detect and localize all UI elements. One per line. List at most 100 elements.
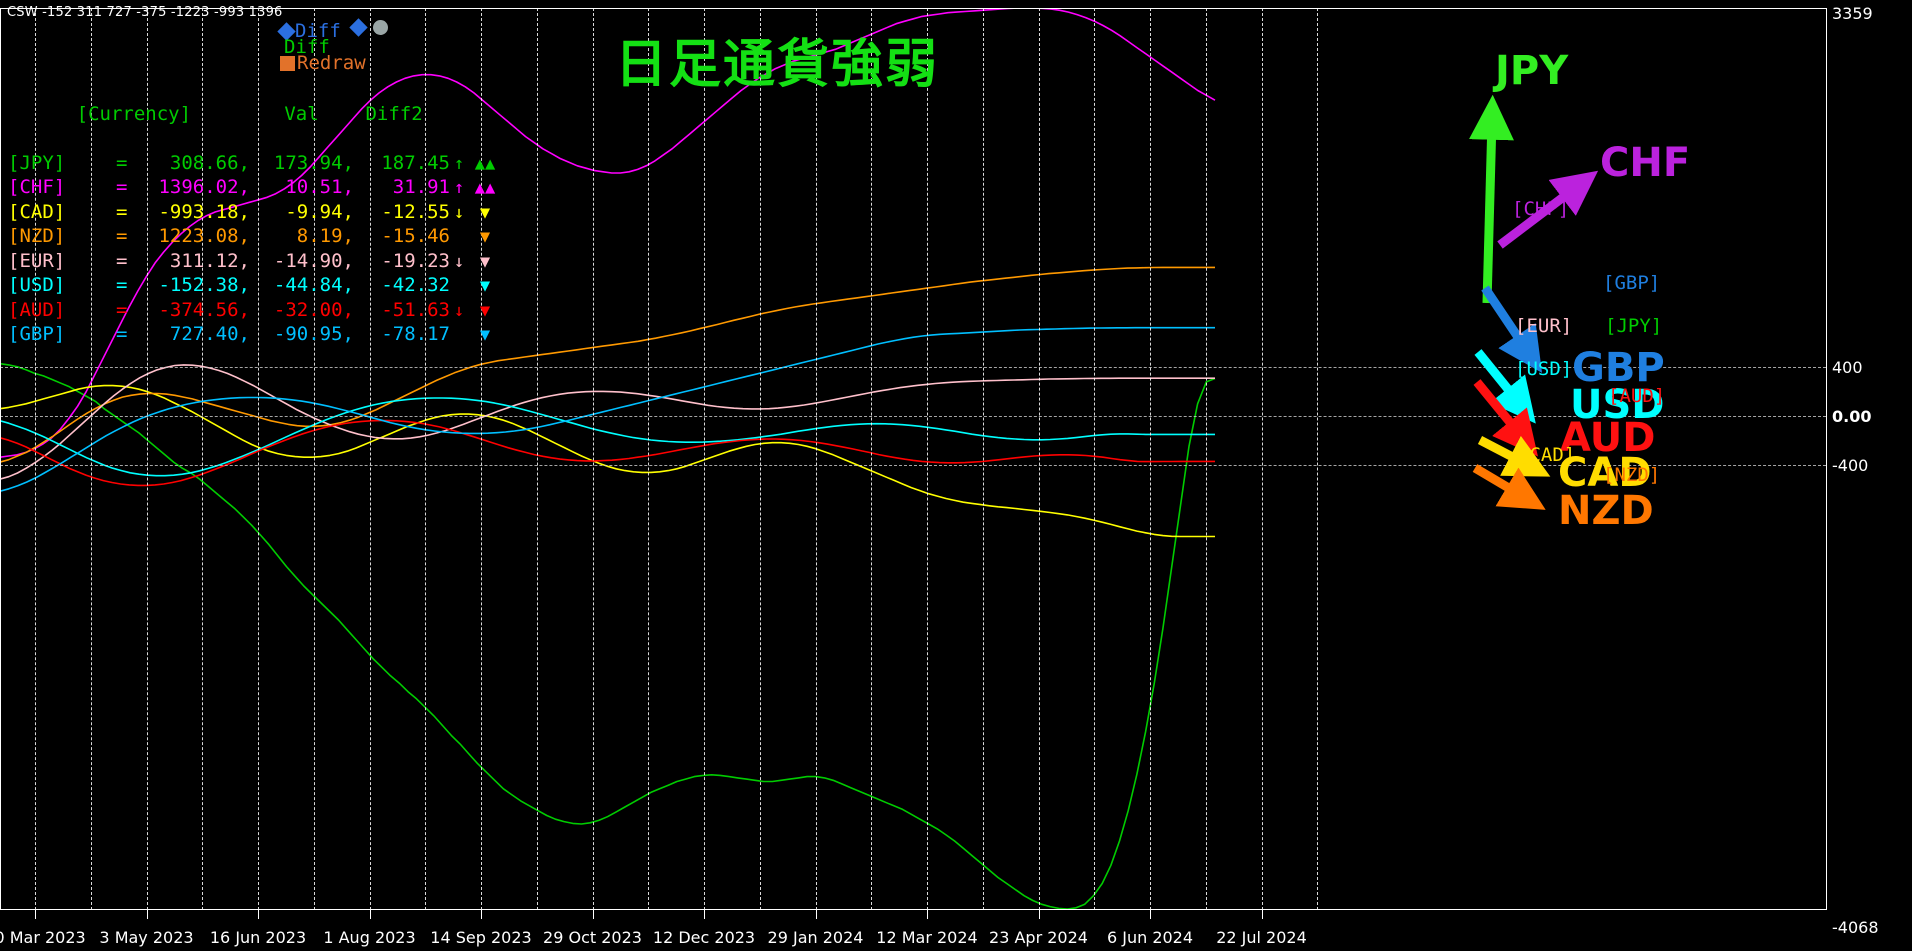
row-diff2: -51.63: [381, 298, 450, 321]
th-diff2: Diff2: [365, 102, 423, 125]
gridline-vertical: [815, 8, 817, 910]
date-axis-tick: [481, 910, 482, 919]
legend-label-diff-green: Diff: [284, 36, 330, 58]
annotation-cad: CAD: [1558, 450, 1652, 496]
date-axis-label: 12 Mar 2024: [876, 928, 978, 947]
legend-label-diff-blue: Diff: [295, 20, 341, 42]
table-row: [NZD] = 1223.08, 8.19, -15.46 ▼: [8, 224, 502, 249]
gridline-vertical: [1150, 8, 1151, 910]
annotation-usd: USD: [1570, 382, 1665, 428]
gridline-vertical: [536, 8, 538, 910]
diamond-icon: [349, 18, 368, 37]
csw-header-line: CSW -152 311 727 -375 -1223 -993 1396: [7, 5, 283, 20]
date-axis-label: 12 Dec 2023: [652, 928, 756, 947]
tag-chf: [CHF]: [1512, 198, 1570, 220]
date-axis[interactable]: 20 Mar 2023 3 May 2023 16 Jun 2023 1 Aug 20…: [0, 910, 1826, 951]
row-currency: [NZD]: [8, 225, 66, 247]
row-eq: =: [116, 200, 128, 223]
gridline-horizontal: [0, 415, 1826, 417]
date-axis-tick: [592, 910, 594, 919]
date-axis-label: 29 Oct 2023: [543, 928, 642, 947]
row-currency: [JPY]: [8, 151, 66, 174]
row-trend-icon: ▼: [479, 202, 491, 223]
page-title: 日足通貨強弱: [615, 35, 940, 95]
date-axis-tick: [704, 910, 705, 919]
row-diff2: 31.91: [392, 176, 450, 198]
row-diff: -44.84,: [273, 274, 354, 296]
row-trend-icon: ▼: [479, 276, 491, 296]
row-trend-icon: ▼: [479, 300, 491, 321]
gridline-vertical: [1038, 8, 1040, 910]
annotation-aud: AUD: [1560, 415, 1656, 461]
date-axis-label: 1 Aug 2023: [323, 928, 416, 947]
row-eq: =: [116, 249, 128, 272]
row-diff2: -12.55: [381, 200, 450, 223]
row-diff2: -78.17: [381, 323, 450, 345]
date-axis-label: 22 Jul 2024: [1216, 928, 1307, 947]
legend-diff-green[interactable]: Diff: [284, 36, 330, 58]
frame-right: [1826, 8, 1827, 910]
row-trend-icon: ▼: [479, 251, 491, 272]
price-axis[interactable]: 3359 400 0.00 -400 -4068: [1826, 0, 1912, 951]
date-axis-tick: [927, 910, 928, 919]
row-val: -374.56,: [158, 298, 250, 321]
legend-redraw-button[interactable]: Redraw: [280, 52, 366, 74]
row-val: 1396.02,: [158, 176, 250, 198]
row-diff: -32.00,: [273, 298, 354, 321]
row-direction-icon: ↓: [453, 202, 465, 223]
gridline-vertical: [871, 8, 873, 910]
row-val: 311.12,: [169, 249, 250, 272]
row-val: -152.38,: [158, 274, 250, 296]
price-axis-label: -400: [1832, 455, 1869, 475]
row-val: 727.40,: [169, 323, 250, 345]
gridline-horizontal: [0, 464, 1826, 466]
gridline-vertical: [927, 8, 928, 910]
row-direction-icon: ↑: [453, 178, 465, 198]
row-trend-icon: ▲▲: [474, 153, 496, 174]
gridline-vertical: [425, 8, 427, 910]
row-eq: =: [116, 151, 128, 174]
frame-top: [0, 8, 1826, 9]
annotation-chf: CHF: [1600, 140, 1691, 186]
tag-usd: [USD]: [1515, 358, 1573, 380]
row-val: -993.18,: [158, 200, 250, 223]
row-currency: [CHF]: [8, 176, 66, 198]
date-axis-tick: [258, 910, 259, 919]
row-diff: 173.94,: [273, 151, 354, 174]
row-diff: -14.90,: [273, 249, 354, 272]
date-axis-tick: [1261, 910, 1263, 919]
row-currency: [AUD]: [8, 298, 66, 321]
row-direction-icon: ↓: [453, 300, 465, 321]
date-axis-label: 14 Sep 2023: [430, 928, 532, 947]
date-axis-tick: [815, 910, 817, 919]
row-diff2: 187.45: [381, 151, 450, 174]
chart-plot-area[interactable]: [0, 8, 1826, 910]
legend-buttons[interactable]: Diff Diff Redraw: [277, 18, 430, 74]
gridline-vertical: [90, 8, 92, 910]
series-line-aud: [0, 419, 1215, 487]
legend-diff-marker2[interactable]: [349, 18, 390, 37]
table-row: [CHF] = 1396.02, 10.51, 31.91 ↑ ▲▲: [8, 175, 502, 200]
legend-diff-blue[interactable]: Diff: [277, 20, 341, 42]
date-axis-label: 6 Jun 2024: [1106, 928, 1194, 947]
row-eq: =: [116, 323, 128, 345]
date-axis-label: 23 Apr 2024: [989, 928, 1088, 947]
table-row: [USD] = -152.38, -44.84, -42.32 ▼: [8, 273, 502, 298]
row-eq: =: [116, 274, 128, 296]
date-axis-label: 3 May 2023: [99, 928, 194, 947]
date-axis-label: 20 Mar 2023: [0, 928, 86, 947]
tag-gbp: [GBP]: [1603, 272, 1661, 294]
date-axis-tick: [369, 910, 371, 919]
price-axis-label: 400: [1832, 358, 1863, 378]
gridline-vertical: [1261, 8, 1263, 910]
row-trend-icon: ▼: [479, 325, 491, 345]
table-row: [AUD] = -374.56, -32.00, -51.63 ↓ ▼: [8, 298, 502, 323]
row-eq: =: [116, 225, 128, 247]
gridline-vertical: [369, 8, 371, 910]
gridline-horizontal: [0, 367, 1826, 369]
gridline-vertical: [1094, 8, 1096, 910]
square-icon: [280, 55, 295, 71]
price-axis-label: 0.00: [1832, 406, 1872, 426]
row-eq: =: [116, 298, 128, 321]
